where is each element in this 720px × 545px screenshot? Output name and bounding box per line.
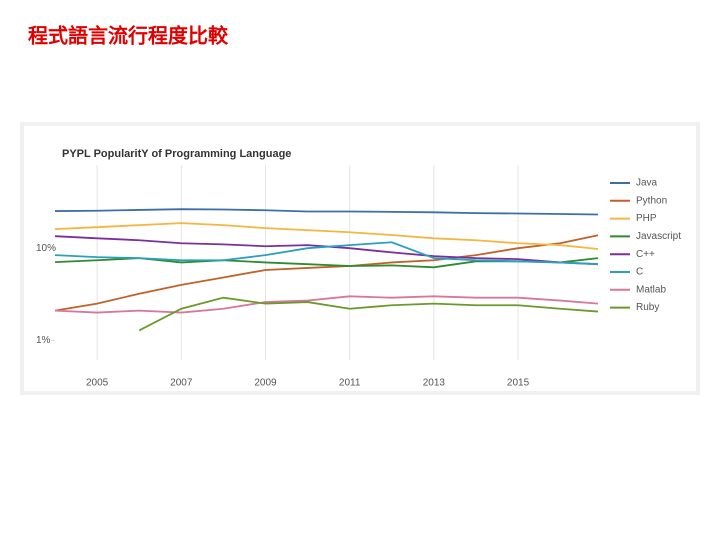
x-tick-label: 2013 (423, 378, 446, 389)
x-tick-label: 2007 (170, 378, 193, 389)
y-tick-label: 1% (36, 335, 51, 346)
series-line (54, 222, 599, 250)
series-line (54, 208, 599, 216)
legend-label: Python (636, 195, 667, 206)
x-tick-label: 2005 (86, 378, 109, 389)
chart-title: PYPL PopularitY of Programming Language (62, 148, 291, 160)
legend-label: Javascript (636, 231, 681, 242)
legend-label: C (636, 267, 643, 278)
x-tick-label: 2011 (339, 378, 361, 389)
slide-title: 程式語言流行程度比較 (28, 24, 229, 48)
series-line (54, 295, 599, 314)
legend-label: Matlab (636, 284, 666, 295)
series-line (138, 296, 599, 332)
series-line (54, 241, 599, 266)
series-line (54, 234, 599, 312)
y-tick-label: 10% (36, 243, 56, 254)
legend-label: Java (636, 178, 658, 189)
legend-label: PHP (636, 213, 657, 224)
legend-label: C++ (636, 249, 655, 260)
legend-label: Ruby (636, 302, 659, 313)
x-tick-label: 2009 (254, 378, 277, 389)
x-tick-label: 2015 (507, 378, 530, 389)
